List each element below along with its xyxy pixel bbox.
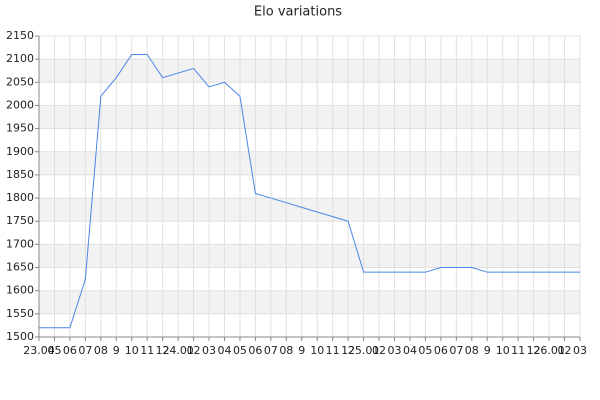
x-tick-label: 05 bbox=[233, 344, 247, 357]
grid-band bbox=[39, 244, 580, 268]
y-tick-label: 1750 bbox=[6, 214, 34, 227]
x-tick-label: 03 bbox=[202, 344, 216, 357]
x-tick-label: 04 bbox=[217, 344, 231, 357]
x-tick-label: 11 bbox=[326, 344, 340, 357]
x-tick-label: 02 bbox=[558, 344, 572, 357]
y-tick-label: 2100 bbox=[6, 52, 34, 65]
y-tick-label: 2000 bbox=[6, 98, 34, 111]
x-tick-label: 02 bbox=[372, 344, 386, 357]
y-tick-label: 1500 bbox=[6, 330, 34, 343]
x-tick-label: 11 bbox=[511, 344, 525, 357]
x-tick-label: 08 bbox=[465, 344, 479, 357]
x-tick-label: 9 bbox=[298, 344, 305, 357]
y-tick-label: 1900 bbox=[6, 145, 34, 158]
y-tick-label: 1950 bbox=[6, 122, 34, 135]
y-tick-label: 1700 bbox=[6, 237, 34, 250]
data-line bbox=[39, 54, 580, 329]
x-tick-label: 10 bbox=[496, 344, 510, 357]
grid-band bbox=[39, 59, 580, 83]
y-tick-label: 2150 bbox=[6, 29, 34, 42]
x-tick-label: 11 bbox=[140, 344, 154, 357]
x-tick-label: 9 bbox=[484, 344, 491, 357]
grid-band bbox=[39, 290, 580, 314]
x-tick-label: 9 bbox=[113, 344, 120, 357]
x-tick-label: 07 bbox=[78, 344, 92, 357]
x-tick-label: 02 bbox=[187, 344, 201, 357]
x-tick-label: 08 bbox=[94, 344, 108, 357]
y-tick-label: 1650 bbox=[6, 261, 34, 274]
x-tick-label: 24.01 bbox=[162, 344, 194, 357]
x-tick-label: 10 bbox=[310, 344, 324, 357]
x-tick-label: 06 bbox=[434, 344, 448, 357]
x-tick-label: 03 bbox=[573, 344, 587, 357]
y-tick-label: 1550 bbox=[6, 307, 34, 320]
x-tick-label: 26.01 bbox=[533, 344, 565, 357]
x-tick-label: 05 bbox=[418, 344, 432, 357]
y-tick-label: 2050 bbox=[6, 75, 34, 88]
x-tick-label: 04 bbox=[403, 344, 417, 357]
y-tick-label: 1850 bbox=[6, 168, 34, 181]
x-tick-label: 25.01 bbox=[348, 344, 380, 357]
grid-band bbox=[39, 151, 580, 175]
x-tick-label: 12 bbox=[341, 344, 355, 357]
x-tick-label: 12 bbox=[156, 344, 170, 357]
x-tick-label: 03 bbox=[388, 344, 402, 357]
x-tick-label: 07 bbox=[264, 344, 278, 357]
x-tick-label: 06 bbox=[248, 344, 262, 357]
grid-band bbox=[39, 105, 580, 129]
x-tick-label: 12 bbox=[527, 344, 541, 357]
x-tick-label: 06 bbox=[63, 344, 77, 357]
x-tick-label: 08 bbox=[279, 344, 293, 357]
x-tick-label: 07 bbox=[449, 344, 463, 357]
chart-title: Elo variations bbox=[254, 5, 342, 20]
x-tick-label: 05 bbox=[47, 344, 61, 357]
y-tick-label: 1800 bbox=[6, 191, 34, 204]
x-tick-label: 10 bbox=[125, 344, 139, 357]
y-tick-label: 1600 bbox=[6, 284, 34, 297]
x-tick-label: 23.04 bbox=[23, 344, 55, 357]
